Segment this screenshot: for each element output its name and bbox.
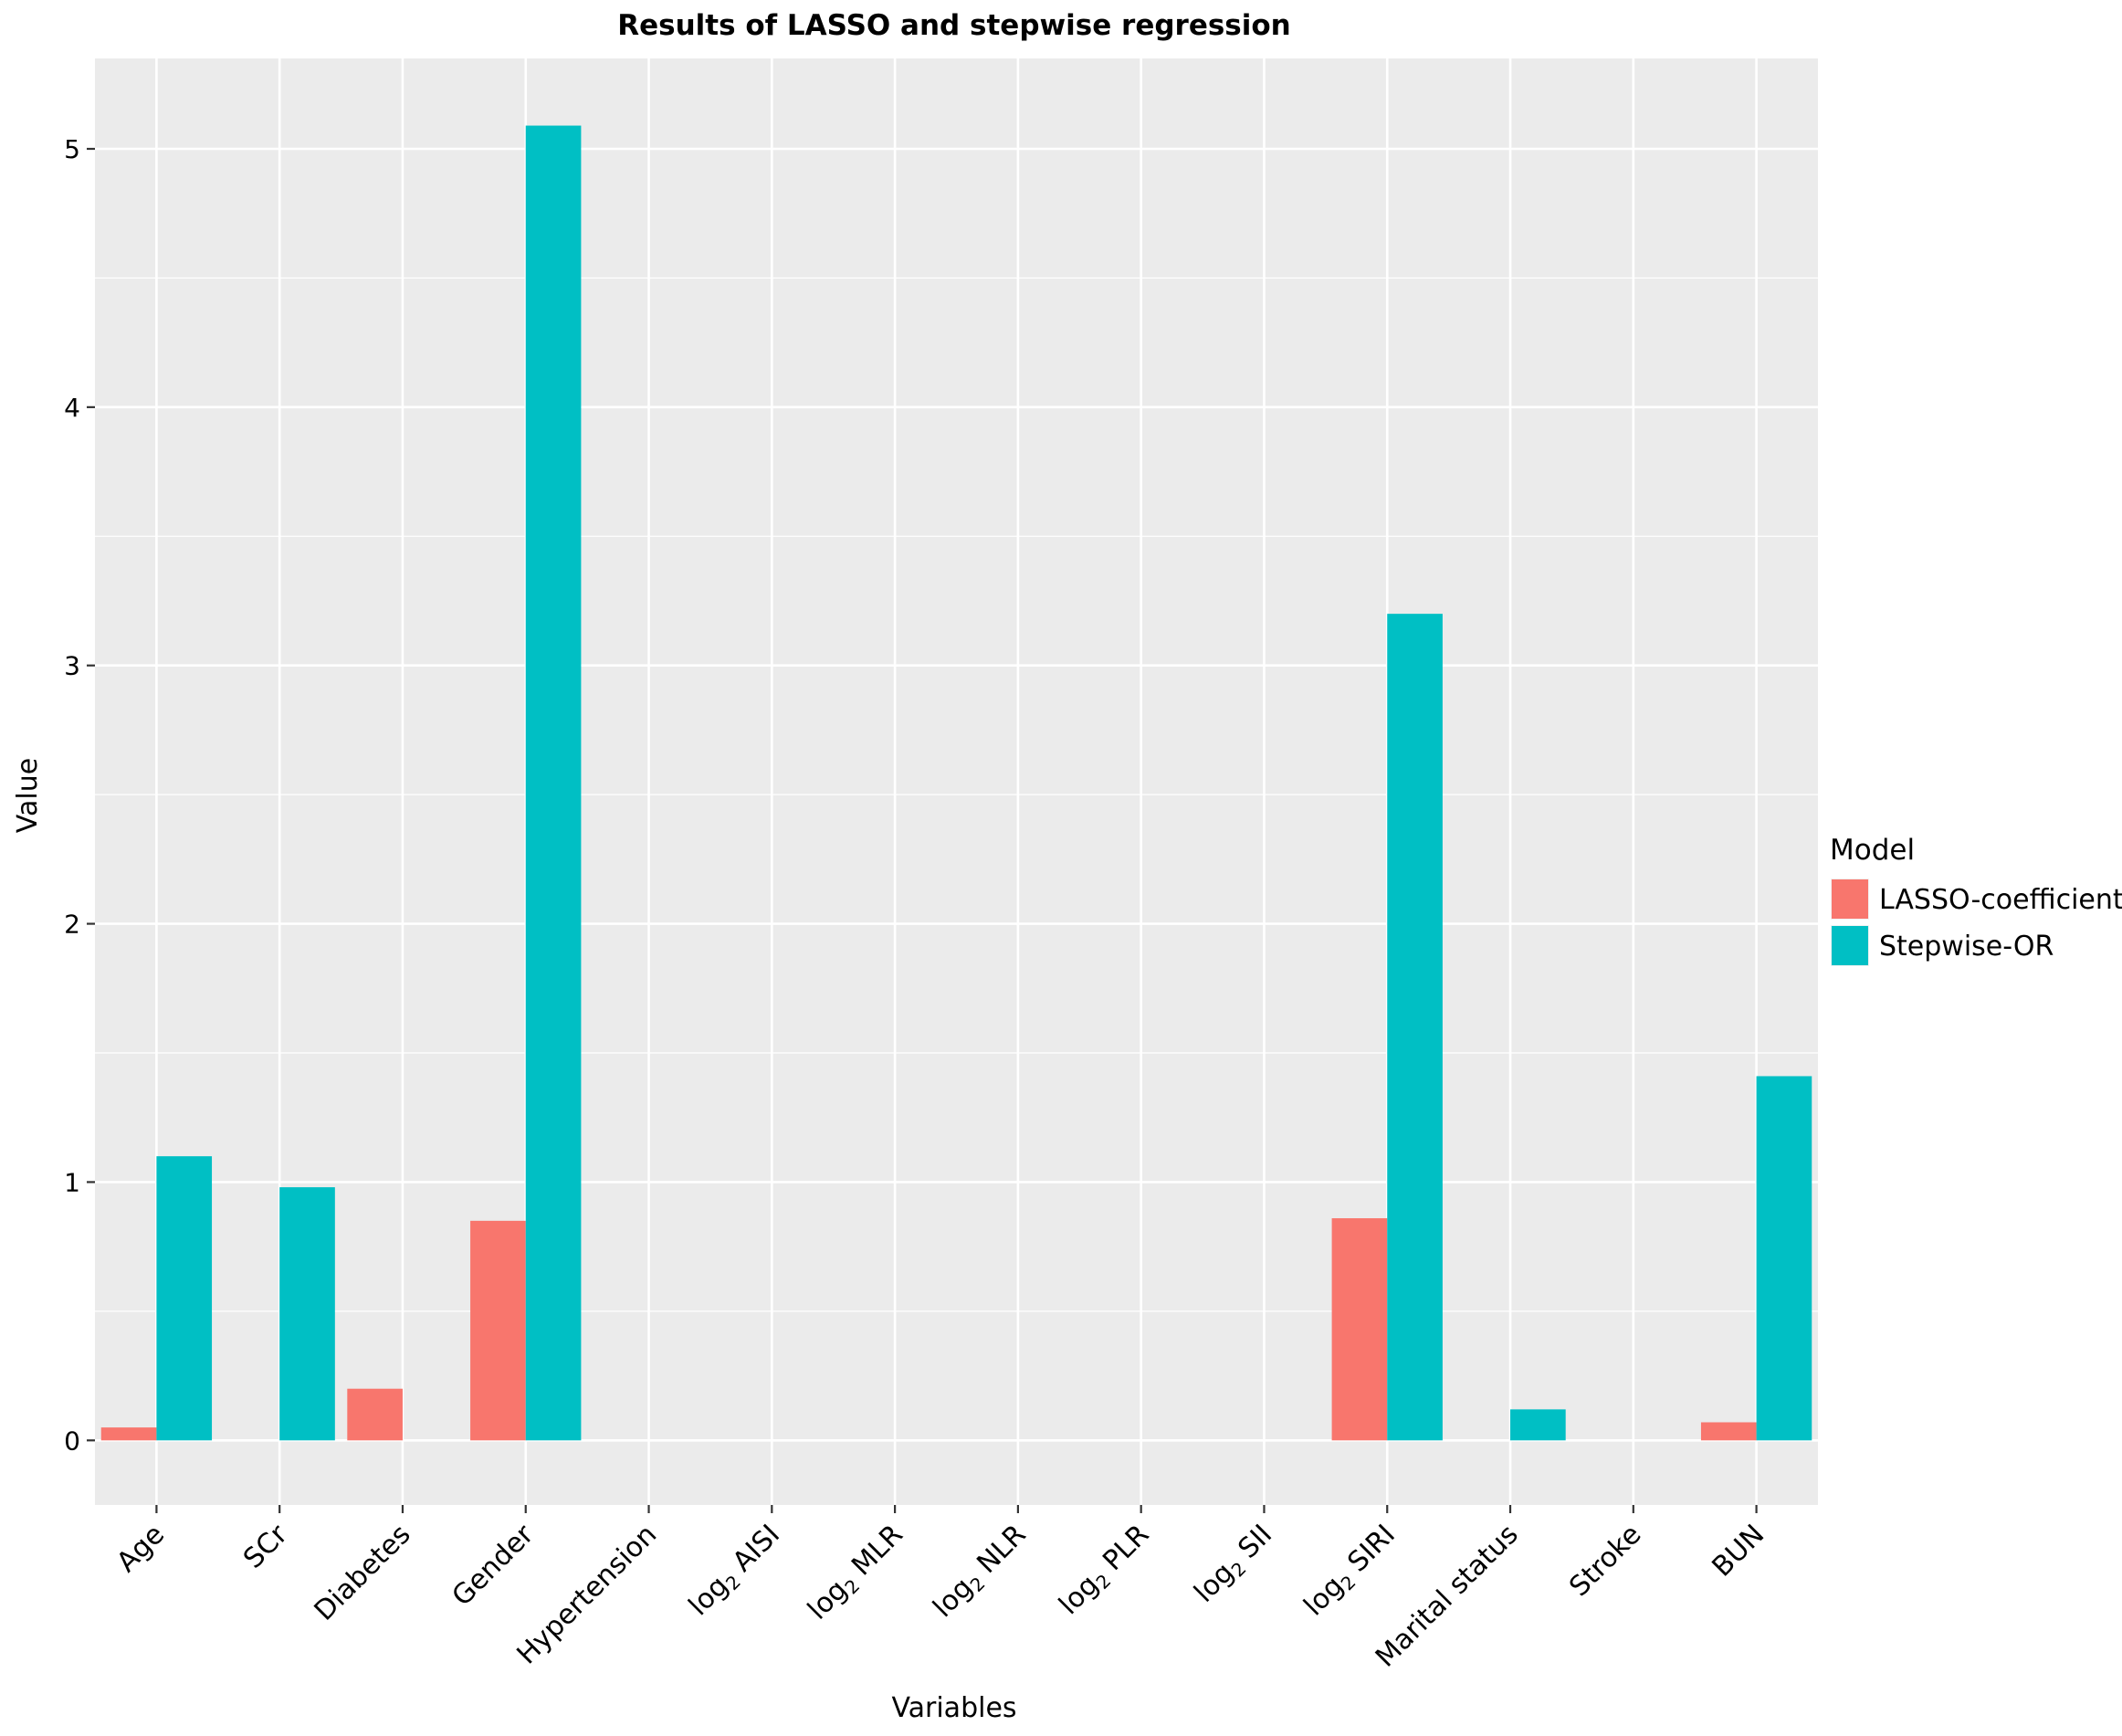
bar-stepwise-or-0 xyxy=(156,1156,213,1441)
x-tick-label: log2 SIRI xyxy=(1297,1519,1403,1625)
bar-stepwise-or-10 xyxy=(1387,614,1443,1441)
legend: Model LASSO-coefficient Stepwise-OR xyxy=(1830,834,2122,966)
x-tick-label: SCr xyxy=(237,1518,294,1574)
x-tick-label: log2 PLR xyxy=(1053,1519,1157,1623)
y-axis: 0 1 2 3 4 5 xyxy=(64,134,95,1456)
plot-panel xyxy=(95,58,1818,1505)
bar-stepwise-or-1 xyxy=(279,1187,335,1441)
y-tick-label: 5 xyxy=(64,134,80,164)
x-tick-label: Gender xyxy=(446,1518,540,1612)
bar-stepwise-or-13 xyxy=(1756,1076,1812,1441)
chart-title: Results of LASSO and stepwise regression xyxy=(617,9,1291,42)
legend-label-0: LASSO-coefficient xyxy=(1879,884,2122,916)
bars xyxy=(100,125,1812,1441)
bar-lasso-coefficient-10 xyxy=(1331,1218,1388,1441)
x-tick-label: Stroke xyxy=(1563,1519,1647,1603)
y-tick-label: 1 xyxy=(64,1167,80,1197)
x-tick-label: Age xyxy=(110,1519,171,1579)
grid-major xyxy=(95,58,1818,1505)
x-tick-label: BUN xyxy=(1707,1519,1771,1583)
bar-stepwise-or-11 xyxy=(1510,1409,1566,1441)
y-tick-label: 3 xyxy=(64,651,80,681)
bar-lasso-coefficient-0 xyxy=(100,1427,157,1441)
legend-label-1: Stepwise-OR xyxy=(1879,931,2054,963)
bar-stepwise-or-3 xyxy=(525,125,582,1441)
bar-lasso-coefficient-13 xyxy=(1700,1422,1757,1441)
x-tick-label: Diabetes xyxy=(309,1519,417,1627)
y-tick-label: 0 xyxy=(64,1426,80,1456)
legend-swatch-0 xyxy=(1832,879,1868,919)
y-tick-label: 2 xyxy=(64,910,80,940)
x-tick-label: log2 AISI xyxy=(683,1519,788,1624)
legend-title: Model xyxy=(1830,834,1915,867)
x-tick-label: log2 NLR xyxy=(927,1519,1034,1626)
bar-lasso-coefficient-2 xyxy=(347,1388,403,1441)
legend-swatch-1 xyxy=(1832,926,1868,965)
y-tick-label: 4 xyxy=(64,393,80,423)
bar-lasso-coefficient-3 xyxy=(470,1220,526,1441)
x-tick-label: log2 MLR xyxy=(802,1519,911,1628)
x-axis-label: Variables xyxy=(891,1692,1016,1724)
grid-minor xyxy=(95,277,1818,1312)
y-axis-label: Value xyxy=(12,758,44,833)
x-tick-label: log2 SII xyxy=(1188,1519,1280,1611)
